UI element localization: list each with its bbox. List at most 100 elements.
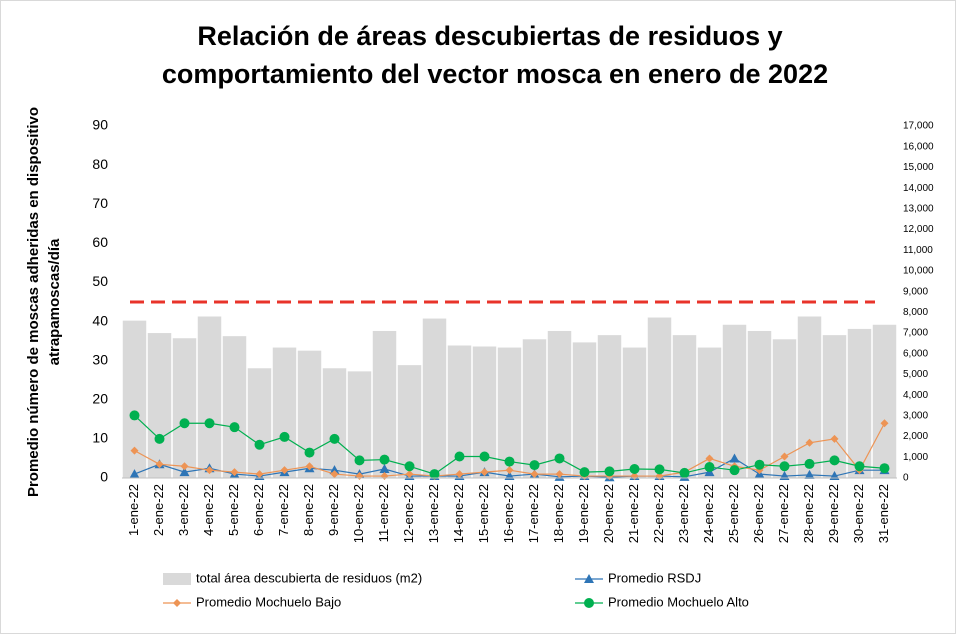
marker xyxy=(230,468,239,477)
x-tick-label: 20-ene-22 xyxy=(601,484,616,543)
y2-tick-label: 0 xyxy=(903,473,909,484)
marker xyxy=(155,460,164,469)
x-tick-label: 25-ene-22 xyxy=(726,484,741,543)
bar xyxy=(822,335,847,478)
bar xyxy=(672,335,697,478)
legend-marker xyxy=(584,574,594,583)
marker xyxy=(879,463,890,474)
bar xyxy=(172,338,197,478)
x-tick-label: 5-ene-22 xyxy=(226,484,241,536)
bar xyxy=(147,333,172,478)
x-tick-label: 17-ene-22 xyxy=(526,484,541,543)
marker xyxy=(829,455,840,466)
x-tick-label: 14-ene-22 xyxy=(451,484,466,543)
x-tick-label: 22-ene-22 xyxy=(651,484,666,543)
legend-swatch xyxy=(163,573,191,585)
marker xyxy=(330,470,339,479)
y-tick-label: 30 xyxy=(92,351,108,367)
marker xyxy=(804,458,815,469)
marker xyxy=(354,455,365,466)
bar xyxy=(497,347,522,478)
x-tick-label: 28-ene-22 xyxy=(801,484,816,543)
x-tick-label: 9-ene-22 xyxy=(326,484,341,536)
marker xyxy=(129,410,140,421)
marker xyxy=(555,470,564,479)
legend-label: Promedio RSDJ xyxy=(608,570,701,585)
legend-marker xyxy=(584,598,594,608)
y2-tick-label: 5,000 xyxy=(903,369,928,380)
marker xyxy=(279,431,290,442)
marker xyxy=(805,438,814,447)
bar xyxy=(647,317,672,478)
marker xyxy=(455,470,464,479)
bar xyxy=(122,320,147,478)
marker xyxy=(379,454,390,465)
marker xyxy=(204,418,215,429)
bar xyxy=(722,324,747,478)
y-axis-label: Promedio número de moscas adheridas en d… xyxy=(25,107,42,497)
x-tick-label: 6-ene-22 xyxy=(251,484,266,536)
x-tick-label: 12-ene-22 xyxy=(401,484,416,543)
x-tick-label: 1-ene-22 xyxy=(126,484,141,536)
marker xyxy=(329,433,340,444)
marker xyxy=(629,464,640,475)
x-tick-label: 3-ene-22 xyxy=(176,484,191,536)
legend-marker xyxy=(173,599,181,607)
marker xyxy=(254,439,265,450)
marker xyxy=(179,418,190,429)
bar xyxy=(422,318,447,478)
bar xyxy=(522,339,547,478)
marker xyxy=(554,453,565,464)
marker xyxy=(179,467,190,477)
marker xyxy=(704,462,715,473)
y2-tick-label: 7,000 xyxy=(903,328,928,339)
x-tick-label: 2-ene-22 xyxy=(151,484,166,536)
chart-title: comportamiento del vector mosca en enero… xyxy=(162,59,828,89)
legend-label: Promedio Mochuelo Alto xyxy=(608,594,749,609)
marker xyxy=(705,454,714,463)
marker xyxy=(679,467,690,478)
x-tick-label: 23-ene-22 xyxy=(676,484,691,543)
marker xyxy=(405,470,414,479)
bar xyxy=(622,347,647,478)
marker xyxy=(379,464,390,474)
bar xyxy=(197,316,222,478)
marker xyxy=(804,469,815,479)
marker xyxy=(479,451,490,462)
chart-title: Relación de áreas descubiertas de residu… xyxy=(197,21,782,51)
bar xyxy=(347,371,372,478)
marker xyxy=(404,461,415,472)
marker xyxy=(830,434,839,443)
marker xyxy=(505,466,514,475)
bar xyxy=(297,350,322,478)
marker xyxy=(654,464,665,475)
y-tick-label: 70 xyxy=(92,195,108,211)
x-tick-label: 7-ene-22 xyxy=(276,484,291,536)
y2-tick-label: 9,000 xyxy=(903,286,928,297)
bar xyxy=(447,345,472,478)
marker xyxy=(154,433,165,444)
y2-tick-label: 8,000 xyxy=(903,307,928,318)
bar xyxy=(772,339,797,478)
marker xyxy=(229,422,240,433)
y2-tick-label: 11,000 xyxy=(903,245,933,256)
x-tick-label: 18-ene-22 xyxy=(551,484,566,543)
y2-tick-label: 14,000 xyxy=(903,183,934,194)
x-tick-label: 21-ene-22 xyxy=(626,484,641,543)
y-tick-label: 20 xyxy=(92,390,108,406)
y2-tick-label: 15,000 xyxy=(903,162,934,173)
marker xyxy=(729,465,740,476)
y2-tick-label: 3,000 xyxy=(903,411,928,422)
x-tick-label: 29-ene-22 xyxy=(826,484,841,543)
bar xyxy=(397,365,422,478)
y2-tick-label: 17,000 xyxy=(903,121,934,132)
y-tick-label: 80 xyxy=(92,156,108,172)
bar xyxy=(222,336,247,478)
marker xyxy=(429,469,440,480)
marker xyxy=(779,461,790,472)
y2-tick-label: 16,000 xyxy=(903,141,934,152)
x-tick-label: 8-ene-22 xyxy=(301,484,316,536)
bar xyxy=(272,347,297,478)
x-tick-label: 4-ene-22 xyxy=(201,484,216,536)
marker xyxy=(304,447,315,458)
